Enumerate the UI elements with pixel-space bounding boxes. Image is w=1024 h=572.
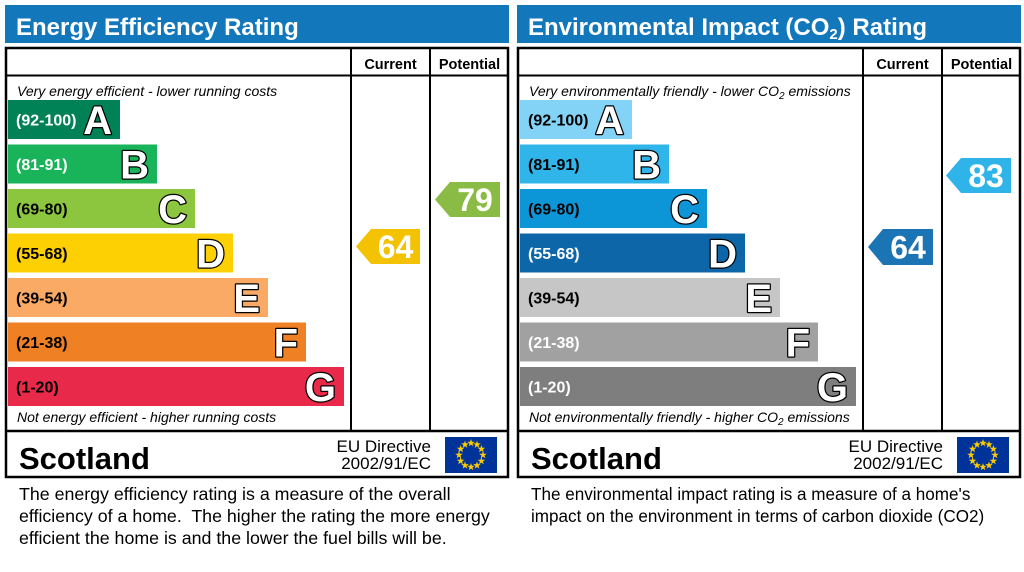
- svg-text:(69-80): (69-80): [528, 202, 580, 219]
- svg-text:Very environmentally friendly: Very environmentally friendly - lower CO…: [529, 83, 851, 102]
- svg-text:Scotland: Scotland: [531, 441, 662, 476]
- svg-text:The environmental impact ratin: The environmental impact rating is a mea…: [531, 485, 970, 504]
- svg-text:64: 64: [890, 230, 926, 266]
- svg-text:E: E: [233, 277, 260, 321]
- svg-text:(55-68): (55-68): [528, 246, 580, 263]
- svg-text:A: A: [595, 99, 624, 143]
- svg-text:(39-54): (39-54): [16, 291, 68, 308]
- svg-text:(81-91): (81-91): [528, 157, 580, 174]
- svg-text:efficiency of a home. The hig: efficiency of a home. The higher the rat…: [19, 506, 490, 526]
- svg-text:(92-100): (92-100): [16, 113, 76, 130]
- svg-text:Not energy efficient - higher: Not energy efficient - higher running co…: [17, 409, 276, 425]
- svg-text:Scotland: Scotland: [19, 441, 150, 476]
- svg-text:(39-54): (39-54): [528, 291, 580, 308]
- svg-text:(21-38): (21-38): [16, 335, 68, 352]
- svg-text:Energy Efficiency Rating: Energy Efficiency Rating: [16, 14, 299, 41]
- svg-text:2002/91/EC: 2002/91/EC: [853, 454, 943, 473]
- svg-text:B: B: [632, 144, 661, 188]
- svg-text:Current: Current: [876, 57, 929, 73]
- svg-text:F: F: [786, 322, 810, 366]
- svg-text:D: D: [708, 233, 737, 277]
- svg-text:64: 64: [378, 229, 414, 265]
- svg-text:(92-100): (92-100): [528, 113, 588, 130]
- svg-text:The energy efficiency rating i: The energy efficiency rating is a measur…: [19, 484, 451, 504]
- svg-text:G: G: [305, 366, 336, 410]
- svg-text:G: G: [817, 366, 848, 410]
- svg-text:Very energy efficient - lower: Very energy efficient - lower running co…: [17, 83, 277, 99]
- svg-text:Current: Current: [364, 57, 417, 73]
- svg-text:EU Directive: EU Directive: [337, 437, 431, 456]
- svg-text:C: C: [158, 188, 187, 232]
- svg-text:83: 83: [968, 158, 1004, 194]
- svg-text:(69-80): (69-80): [16, 202, 68, 219]
- svg-text:B: B: [120, 144, 149, 188]
- svg-text:Environmental Impact (CO2) Rat: Environmental Impact (CO2) Rating: [528, 14, 927, 43]
- svg-text:D: D: [196, 233, 225, 277]
- svg-text:(55-68): (55-68): [16, 246, 68, 263]
- svg-text:A: A: [83, 99, 112, 143]
- svg-text:efficient the home is and the: efficient the home is and the lower the …: [19, 528, 447, 548]
- svg-text:2002/91/EC: 2002/91/EC: [341, 454, 431, 473]
- svg-text:Potential: Potential: [439, 57, 500, 73]
- svg-text:(1-20): (1-20): [16, 380, 59, 397]
- svg-text:Potential: Potential: [951, 57, 1012, 73]
- svg-text:(21-38): (21-38): [528, 335, 580, 352]
- svg-text:(1-20): (1-20): [528, 380, 571, 397]
- svg-text:79: 79: [457, 182, 493, 218]
- svg-text:Not environmentally friendly -: Not environmentally friendly - higher CO…: [529, 409, 850, 428]
- svg-text:(81-91): (81-91): [16, 157, 68, 174]
- svg-text:E: E: [745, 277, 772, 321]
- svg-text:C: C: [670, 188, 699, 232]
- svg-text:F: F: [274, 322, 298, 366]
- svg-text:EU Directive: EU Directive: [849, 437, 943, 456]
- svg-text:impact on the environment in t: impact on the environment in terms of ca…: [531, 507, 984, 526]
